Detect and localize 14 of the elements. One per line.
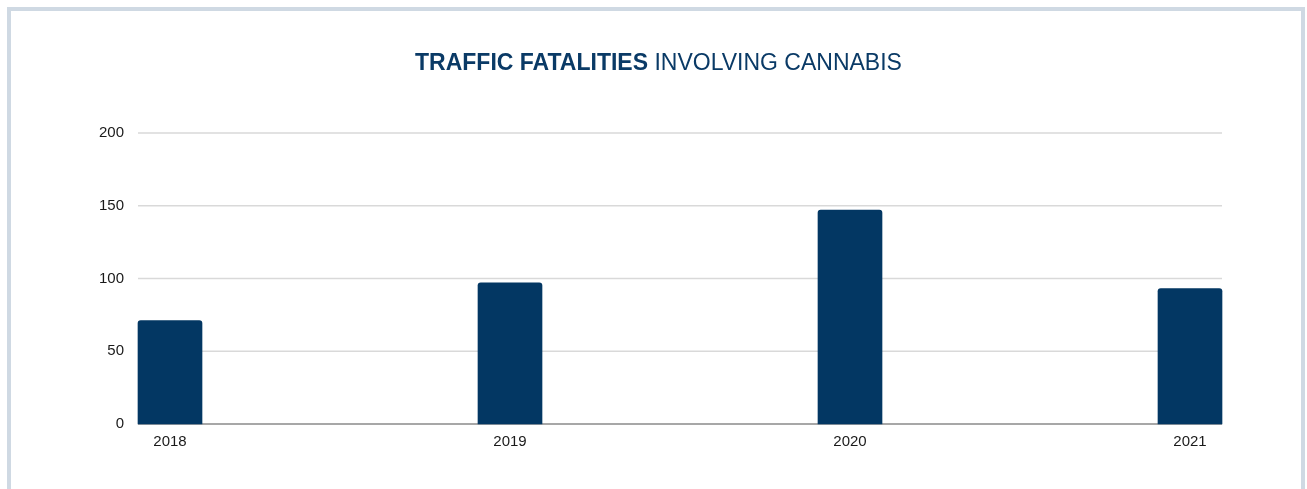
x-tick-label: 2018: [153, 432, 187, 450]
chart-title: TRAFFIC FATALITIES INVOLVING CANNABIS: [414, 49, 903, 76]
bar: [817, 209, 883, 425]
x-tick-label: 2021: [1173, 432, 1207, 450]
x-tick-label: 2020: [833, 432, 867, 450]
y-tick-label: 200: [98, 123, 124, 141]
y-tick-label: 100: [98, 268, 124, 286]
bar: [477, 282, 543, 425]
bar: [137, 320, 203, 425]
x-tick-label: 2019: [493, 432, 527, 450]
y-tick-label: 0: [115, 414, 124, 432]
y-tick-label: 50: [107, 341, 124, 359]
y-tick-label: 150: [98, 195, 124, 213]
bar: [1157, 288, 1223, 425]
